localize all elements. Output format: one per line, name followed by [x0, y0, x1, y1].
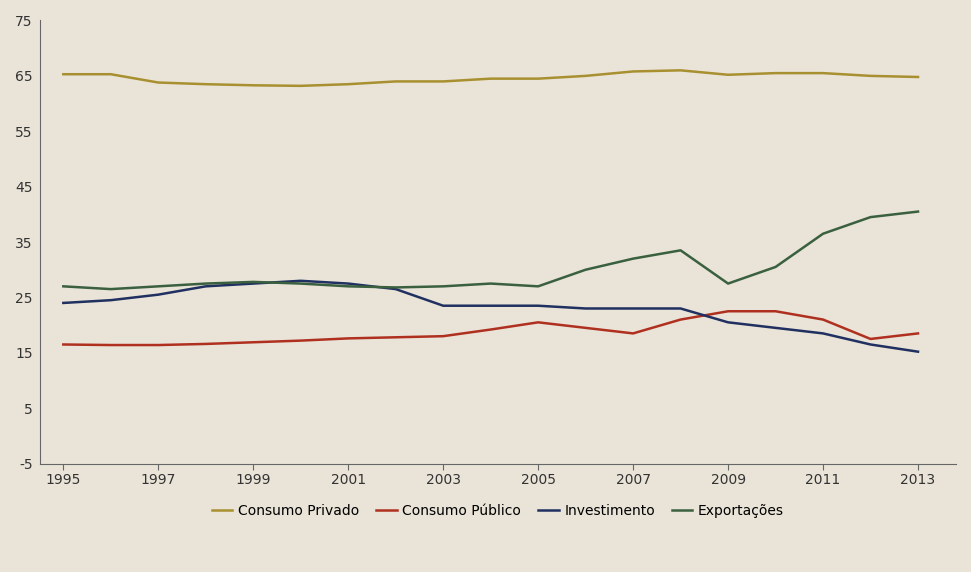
Consumo Privado	[248, 82, 259, 89]
Exportações	[248, 279, 259, 285]
Consumo Público	[485, 326, 496, 333]
Consumo Público	[675, 316, 686, 323]
Consumo Privado	[105, 71, 117, 78]
Consumo Privado	[485, 76, 496, 82]
Investimento	[437, 302, 449, 309]
Investimento	[152, 291, 164, 298]
Consumo Privado	[532, 76, 544, 82]
Exportações	[343, 283, 354, 290]
Exportações	[485, 280, 496, 287]
Consumo Público	[865, 336, 877, 343]
Consumo Privado	[818, 70, 829, 77]
Investimento	[770, 324, 782, 331]
Exportações	[200, 280, 212, 287]
Line: Investimento: Investimento	[63, 281, 918, 352]
Exportações	[627, 255, 639, 262]
Exportações	[105, 285, 117, 292]
Consumo Público	[580, 324, 591, 331]
Investimento	[200, 283, 212, 290]
Consumo Público	[627, 330, 639, 337]
Exportações	[770, 264, 782, 271]
Exportações	[152, 283, 164, 290]
Consumo Público	[532, 319, 544, 326]
Investimento	[580, 305, 591, 312]
Consumo Privado	[152, 79, 164, 86]
Investimento	[485, 302, 496, 309]
Consumo Privado	[295, 82, 307, 89]
Exportações	[532, 283, 544, 290]
Consumo Público	[57, 341, 69, 348]
Line: Consumo Público: Consumo Público	[63, 311, 918, 345]
Investimento	[343, 280, 354, 287]
Exportações	[675, 247, 686, 254]
Investimento	[105, 297, 117, 304]
Consumo Público	[343, 335, 354, 342]
Consumo Privado	[390, 78, 402, 85]
Line: Exportações: Exportações	[63, 212, 918, 289]
Exportações	[818, 231, 829, 237]
Investimento	[295, 277, 307, 284]
Investimento	[390, 285, 402, 292]
Investimento	[57, 300, 69, 307]
Exportações	[722, 280, 734, 287]
Consumo Público	[295, 337, 307, 344]
Investimento	[818, 330, 829, 337]
Consumo Privado	[912, 74, 923, 81]
Consumo Privado	[57, 71, 69, 78]
Consumo Privado	[675, 67, 686, 74]
Consumo Público	[105, 341, 117, 348]
Investimento	[532, 302, 544, 309]
Investimento	[722, 319, 734, 326]
Consumo Privado	[770, 70, 782, 77]
Exportações	[390, 284, 402, 291]
Investimento	[627, 305, 639, 312]
Exportações	[912, 208, 923, 215]
Consumo Público	[152, 341, 164, 348]
Consumo Público	[390, 334, 402, 341]
Consumo Privado	[722, 72, 734, 78]
Consumo Privado	[200, 81, 212, 88]
Investimento	[912, 348, 923, 355]
Exportações	[295, 280, 307, 287]
Consumo Público	[722, 308, 734, 315]
Legend: Consumo Privado, Consumo Público, Investimento, Exportações: Consumo Privado, Consumo Público, Invest…	[206, 498, 789, 523]
Consumo Público	[248, 339, 259, 345]
Investimento	[248, 280, 259, 287]
Investimento	[865, 341, 877, 348]
Consumo Público	[818, 316, 829, 323]
Investimento	[675, 305, 686, 312]
Consumo Público	[770, 308, 782, 315]
Consumo Privado	[437, 78, 449, 85]
Consumo Público	[437, 333, 449, 340]
Consumo Privado	[865, 73, 877, 80]
Consumo Público	[912, 330, 923, 337]
Consumo Público	[200, 340, 212, 347]
Line: Consumo Privado: Consumo Privado	[63, 70, 918, 86]
Exportações	[437, 283, 449, 290]
Exportações	[57, 283, 69, 290]
Consumo Privado	[580, 73, 591, 80]
Exportações	[580, 267, 591, 273]
Consumo Privado	[343, 81, 354, 88]
Exportações	[865, 214, 877, 221]
Consumo Privado	[627, 68, 639, 75]
